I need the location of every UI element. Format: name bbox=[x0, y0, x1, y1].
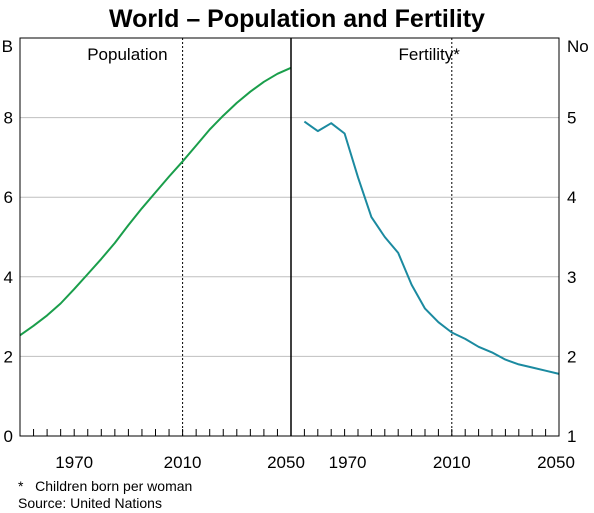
footnote: * Children born per woman bbox=[18, 478, 193, 494]
population-y-tick-label: 0 bbox=[4, 427, 13, 446]
population-y-tick-label: 2 bbox=[4, 347, 13, 366]
fertility-unit-label: No bbox=[567, 37, 589, 56]
fertility-y-tick-label: 3 bbox=[567, 268, 576, 287]
population-x-tick-label: 2010 bbox=[164, 453, 202, 472]
population-x-tick-label: 2050 bbox=[267, 453, 305, 472]
population-y-tick-label: 6 bbox=[4, 188, 13, 207]
population-x-tick-label: 1970 bbox=[55, 453, 93, 472]
fertility-x-tick-label: 1970 bbox=[329, 453, 367, 472]
fertility-y-tick-label: 1 bbox=[567, 427, 576, 446]
plot-frame bbox=[19, 37, 560, 437]
fertility-x-tick-label: 2050 bbox=[537, 453, 575, 472]
fertility-series-line bbox=[303, 120, 560, 375]
population-panel-label: Population bbox=[87, 45, 167, 64]
fertility-y-tick-label: 2 bbox=[567, 347, 576, 366]
fertility-panel-label: Fertility* bbox=[398, 45, 460, 64]
fertility-x-tick-label: 2010 bbox=[433, 453, 471, 472]
fertility-y-tick-label: 5 bbox=[567, 109, 576, 128]
chart-title: World – Population and Fertility bbox=[109, 5, 485, 33]
population-unit-label: B bbox=[2, 37, 13, 56]
population-y-tick-label: 4 bbox=[4, 268, 13, 287]
fertility-y-tick-label: 4 bbox=[567, 188, 576, 207]
population-series-line bbox=[19, 66, 292, 337]
plot-area: 0 2 4 6 8 B Population 1970 2010 2050 1 2 3 4 5 No Ferti… bbox=[2, 37, 589, 472]
source-note: Source: United Nations bbox=[18, 495, 162, 511]
population-y-tick-label: 8 bbox=[4, 109, 13, 128]
